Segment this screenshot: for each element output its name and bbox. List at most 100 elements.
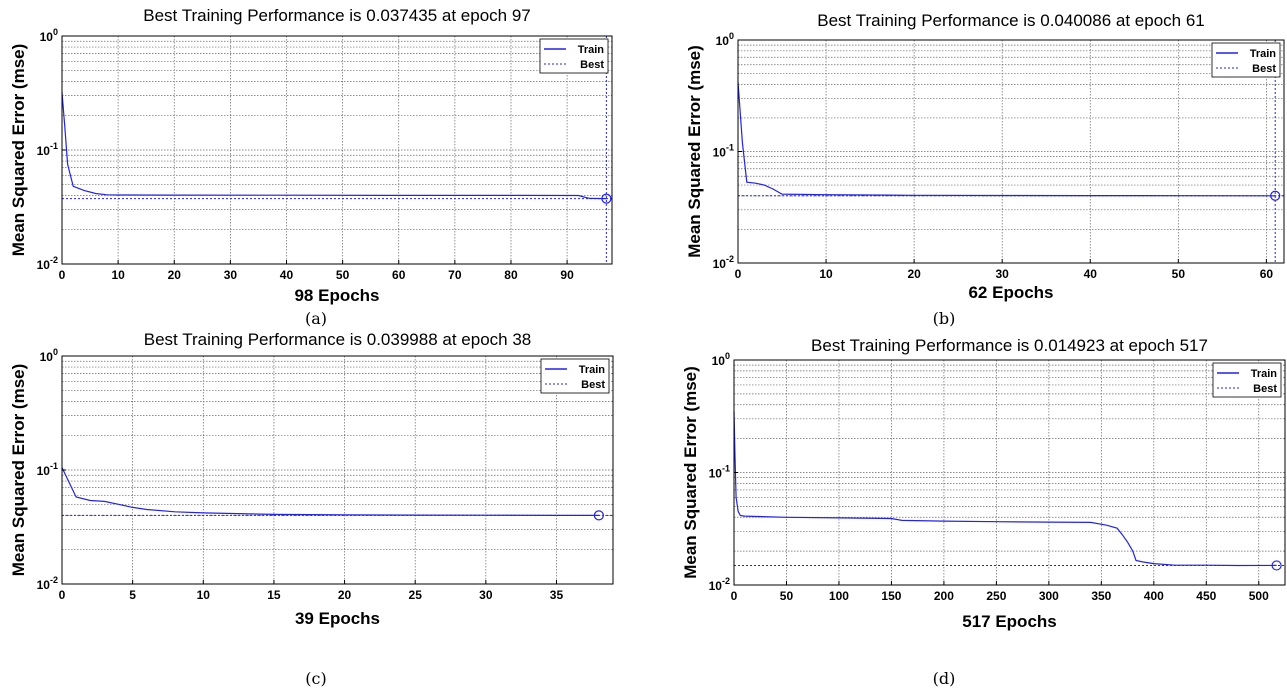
- legend-box: [540, 358, 610, 394]
- panel-caption: (b): [933, 309, 956, 328]
- legend-best-label: Best: [1253, 383, 1277, 395]
- x-tick-label: 80: [504, 268, 518, 282]
- legend-train-label: Train: [579, 364, 606, 376]
- x-tick-label: 0: [59, 588, 66, 602]
- y-tick-base: 10: [37, 578, 51, 592]
- x-tick-label: 100: [829, 589, 849, 603]
- legend-best-label: Best: [1252, 63, 1276, 75]
- chart-title: Best Training Performance is 0.039988 at…: [144, 330, 531, 349]
- x-tick-label: 0: [735, 267, 742, 281]
- best-point-marker: [601, 193, 612, 204]
- x-tick-label: 70: [448, 268, 462, 282]
- x-tick-label: 300: [1039, 589, 1059, 603]
- legend-train-label: Train: [578, 44, 605, 56]
- y-tick-label: 10-2: [37, 255, 58, 272]
- train-series-line: [61, 92, 607, 200]
- y-tick-label: 100: [40, 347, 58, 364]
- x-tick-label: 0: [59, 268, 66, 282]
- x-tick-label: 10: [819, 267, 833, 281]
- y-axis-label: Mean Squared Error (mse): [685, 45, 704, 258]
- y-tick-exponent: 0: [725, 351, 730, 361]
- x-axis-label: 98 Epochs: [294, 286, 379, 305]
- y-axis-label: Mean Squared Error (mse): [9, 364, 28, 577]
- x-tick-label: 30: [479, 588, 493, 602]
- x-tick-label: 400: [1144, 589, 1164, 603]
- x-tick-label: 15: [267, 588, 281, 602]
- x-tick-label: 90: [560, 268, 574, 282]
- x-tick-label: 5: [129, 588, 136, 602]
- x-tick-label: 20: [907, 267, 921, 281]
- panel-caption: (a): [305, 309, 327, 328]
- x-tick-label: 10: [197, 588, 211, 602]
- x-tick-label: 35: [550, 588, 564, 602]
- x-tick-label: 500: [1249, 589, 1269, 603]
- x-tick-label: 40: [1084, 267, 1098, 281]
- y-tick-label: 10-2: [709, 576, 730, 593]
- train-series-line: [61, 467, 599, 517]
- y-tick-exponent: -1: [50, 461, 58, 471]
- x-tick-label: 350: [1091, 589, 1111, 603]
- x-axis-label: 517 Epochs: [962, 612, 1057, 631]
- x-axis-label: 39 Epochs: [295, 609, 380, 628]
- y-tick-label: 10-2: [713, 254, 734, 271]
- legend: Train Best: [540, 358, 610, 394]
- x-tick-label: 20: [168, 268, 182, 282]
- x-tick-label: 25: [409, 588, 423, 602]
- y-tick-exponent: -2: [726, 254, 734, 264]
- x-tick-label: 50: [780, 589, 794, 603]
- y-tick-base: 10: [712, 354, 726, 368]
- y-tick-exponent: -1: [722, 464, 730, 474]
- y-tick-exponent: 0: [729, 31, 734, 41]
- best-point-marker: [1270, 190, 1281, 201]
- y-tick-exponent: -2: [722, 576, 730, 586]
- x-tick-label: 60: [392, 268, 406, 282]
- train-series-line: [733, 411, 1277, 567]
- y-tick-label: 100: [712, 351, 730, 368]
- y-tick-label: 10-2: [37, 575, 58, 592]
- x-tick-label: 50: [1172, 267, 1186, 281]
- best-point-marker: [1271, 560, 1282, 571]
- y-tick-exponent: 0: [53, 27, 58, 37]
- x-tick-label: 10: [111, 268, 125, 282]
- x-tick-label: 0: [731, 589, 738, 603]
- y-tick-base: 10: [37, 464, 51, 478]
- legend-box: [1211, 42, 1281, 78]
- legend: Train Best: [1212, 362, 1282, 398]
- y-tick-label: 100: [716, 31, 734, 48]
- y-tick-label: 10-1: [709, 464, 730, 481]
- train-series-line: [737, 81, 1276, 197]
- y-tick-base: 10: [713, 146, 727, 160]
- y-axis-label: Mean Squared Error (mse): [681, 366, 700, 579]
- y-tick-base: 10: [709, 467, 723, 481]
- x-tick-label: 30: [996, 267, 1010, 281]
- panel-caption: (c): [305, 669, 326, 688]
- y-tick-base: 10: [37, 144, 51, 158]
- x-tick-label: 60: [1260, 267, 1274, 281]
- x-tick-label: 50: [336, 268, 350, 282]
- x-tick-label: 450: [1196, 589, 1216, 603]
- chart-title: Best Training Performance is 0.014923 at…: [811, 336, 1208, 355]
- y-tick-exponent: 0: [53, 347, 58, 357]
- y-tick-exponent: -2: [50, 255, 58, 265]
- x-tick-label: 30: [224, 268, 238, 282]
- x-axis-label: 62 Epochs: [968, 283, 1053, 302]
- legend-best-label: Best: [580, 59, 604, 71]
- y-tick-base: 10: [40, 30, 54, 44]
- y-tick-exponent: -2: [50, 575, 58, 585]
- chart-title: Best Training Performance is 0.040086 at…: [817, 11, 1204, 30]
- x-tick-label: 40: [280, 268, 294, 282]
- legend-train-label: Train: [1251, 368, 1278, 380]
- y-tick-base: 10: [709, 579, 723, 593]
- y-tick-base: 10: [37, 258, 51, 272]
- chart-panel-3: 0 50 100 150 200 250 300 350 400 450 50010-210-110…: [681, 336, 1286, 688]
- y-tick-base: 10: [40, 350, 54, 364]
- y-axis-label: Mean Squared Error (mse): [9, 44, 28, 257]
- legend: Train Best: [539, 38, 609, 74]
- best-point-marker: [593, 510, 604, 521]
- y-tick-base: 10: [716, 34, 730, 48]
- legend: Train Best: [1211, 42, 1281, 78]
- legend-best-label: Best: [581, 379, 605, 391]
